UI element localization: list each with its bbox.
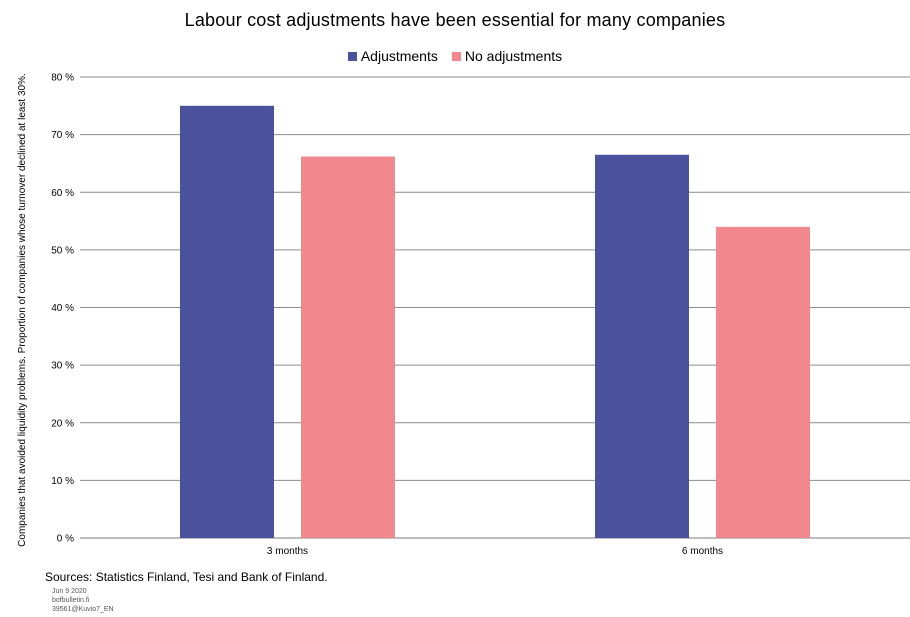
legend-label-no-adjustments: No adjustments: [464, 48, 563, 64]
bar-no-adjustments-2: [716, 226, 810, 538]
legend-label-adjustments: Adjustments: [360, 48, 438, 64]
x-tick-label: 6 months: [682, 546, 723, 557]
bar-no-adjustments-1: [301, 156, 395, 538]
bars: [180, 105, 810, 538]
legend-item-no-adjustments: No adjustments: [451, 48, 563, 64]
bar-adjustments-1: [180, 105, 274, 538]
y-tick-label: 50 %: [51, 245, 74, 256]
bar-adjustments-2: [595, 154, 689, 538]
y-tick-label: 30 %: [51, 361, 74, 372]
legend-swatch-adjustments: [347, 51, 357, 61]
footer-date: Jun 9 2020: [52, 588, 87, 595]
y-tick-label: 40 %: [51, 303, 74, 314]
y-tick-label: 10 %: [51, 476, 74, 487]
legend: Adjustments No adjustments: [0, 48, 910, 64]
y-tick-label: 70 %: [51, 130, 74, 141]
footer-code: 39561@Kuvio7_EN: [52, 606, 114, 613]
y-tick-label: 20 %: [51, 418, 74, 429]
legend-swatch-no-adjustments: [451, 51, 461, 61]
y-axis-label: Companies that avoided liquidity problem…: [17, 73, 28, 547]
source-note: Sources: Statistics Finland, Tesi and Ba…: [45, 570, 328, 584]
chart-title: Labour cost adjustments have been essent…: [184, 10, 726, 30]
legend-item-adjustments: Adjustments: [347, 48, 438, 64]
x-tick-labels: 3 months 6 months: [267, 546, 723, 557]
x-tick-label: 3 months: [267, 546, 308, 557]
footer-site: bofbulletin.fi: [52, 597, 90, 604]
y-tick-label: 60 %: [51, 188, 74, 199]
footer-meta: Jun 9 2020 bofbulletin.fi 39561@Kuvio7_E…: [52, 587, 114, 614]
y-tick-label: 0 %: [57, 534, 74, 545]
y-tick-label: 80 %: [51, 73, 74, 84]
y-tick-labels: 0 % 10 % 20 % 30 % 40 % 50 % 60 % 70 % 80 %: [51, 73, 74, 545]
